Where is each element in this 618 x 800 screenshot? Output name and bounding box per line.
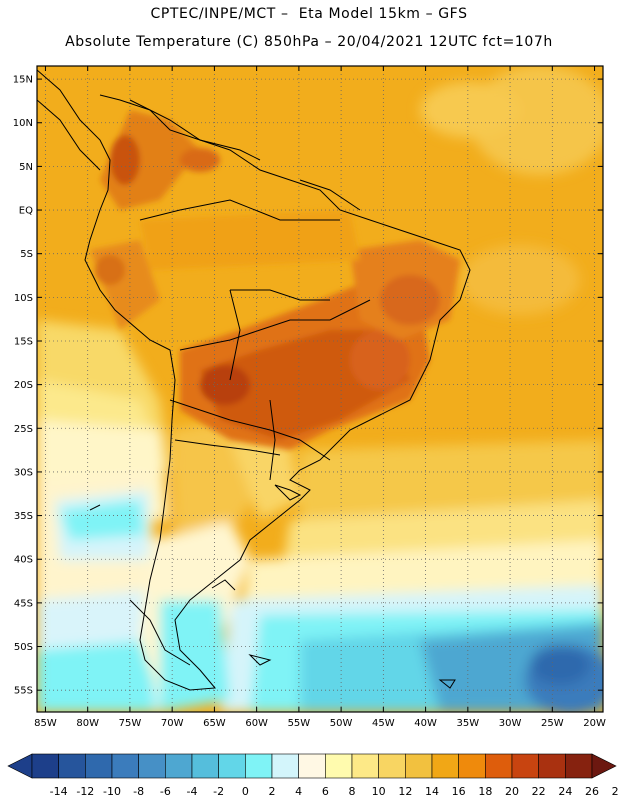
- lon-label: 60W: [245, 718, 268, 729]
- lat-label: 45S: [14, 598, 33, 609]
- colorbar-swatch: [138, 753, 166, 779]
- colorbar-label: -8: [133, 785, 144, 798]
- lon-label: 55W: [288, 718, 311, 729]
- lat-label: 20S: [14, 380, 33, 391]
- lat-label: 30S: [14, 467, 33, 478]
- lat-label: 15N: [13, 75, 33, 86]
- lon-label: 70W: [161, 718, 184, 729]
- lat-label: 40S: [14, 555, 33, 566]
- map-frame: [36, 65, 604, 713]
- colorbar-label: 28: [612, 785, 618, 798]
- colorbar-swatch: [271, 753, 299, 779]
- lat-label: 25S: [14, 424, 33, 435]
- lon-label: 45W: [372, 718, 395, 729]
- colorbar-label: 0: [242, 785, 249, 798]
- colorbar-swatch: [431, 753, 459, 779]
- colorbar-swatch: [165, 753, 193, 779]
- colorbar-label: 16: [452, 785, 466, 798]
- lat-label: 5S: [20, 249, 33, 260]
- colorbar-label: 6: [322, 785, 329, 798]
- lon-label: 50W: [330, 718, 353, 729]
- colorbar-label: -2: [213, 785, 224, 798]
- colorbar-label: 26: [585, 785, 599, 798]
- title-line-2: Absolute Temperature (C) 850hPa – 20/04/…: [65, 34, 553, 50]
- longitude-axis: 85W 80W 75W 70W 65W 60W 55W 50W 45W 40W 35W 30W 25W 2…: [34, 66, 606, 729]
- colorbar-swatch: [405, 753, 433, 779]
- colorbar-label: 20: [505, 785, 519, 798]
- title-line-1: CPTEC/INPE/MCT – Eta Model 15km – GFS: [150, 6, 468, 22]
- lat-label: EQ: [19, 206, 33, 217]
- colorbar-label: -10: [103, 785, 121, 798]
- lon-label: 25W: [541, 718, 564, 729]
- colorbar-label: 10: [372, 785, 386, 798]
- colorbar-swatch: [31, 753, 59, 779]
- lon-label: 85W: [34, 718, 57, 729]
- colorbar-swatch: [325, 753, 353, 779]
- colorbar-swatch: [85, 753, 113, 779]
- colorbar-swatch: [378, 753, 406, 779]
- lat-label: 10N: [13, 118, 33, 129]
- colorbar-label: 14: [425, 785, 439, 798]
- temperature-field: [37, 66, 603, 712]
- colorbar-underflow: [7, 753, 33, 779]
- colorbar-swatch: [485, 753, 513, 779]
- colorbar-swatch: [538, 753, 566, 779]
- colorbar-swatch: [511, 753, 539, 779]
- colorbar-swatch: [111, 753, 139, 779]
- colorbar-swatch: [351, 753, 379, 779]
- colorbar-label: 4: [295, 785, 302, 798]
- lat-label: 55S: [14, 686, 33, 697]
- lon-label: 65W: [203, 718, 226, 729]
- colorbar-label: -4: [187, 785, 198, 798]
- colorbar-label: 18: [478, 785, 492, 798]
- lon-label: 20W: [583, 718, 606, 729]
- colorbar-swatch: [458, 753, 486, 779]
- coastlines: [37, 69, 471, 691]
- lat-label: 15S: [14, 336, 33, 347]
- colorbar-label: 2: [269, 785, 276, 798]
- colorbar-swatch: [565, 753, 593, 779]
- lat-label: 50S: [14, 642, 33, 653]
- lat-label: 5N: [19, 162, 33, 173]
- colorbar-label: -14: [50, 785, 68, 798]
- lon-label: 75W: [119, 718, 142, 729]
- colorbar-swatch: [298, 753, 326, 779]
- latitude-axis: 15N 10N 5N EQ 5S 10S 15S 20S 25S 30S 35S 40S 45S 50S 5…: [13, 75, 603, 697]
- lon-label: 30W: [499, 718, 522, 729]
- colorbar: -14 -12 -10 -8 -6 -4 -2 0 2 4 6 8 10 12 14 16 18 20 22 24 26…: [7, 753, 618, 798]
- colorbar-swatch: [245, 753, 273, 779]
- colorbar-swatch: [58, 753, 86, 779]
- lon-label: 80W: [76, 718, 99, 729]
- lat-label: 35S: [14, 511, 33, 522]
- lon-label: 40W: [414, 718, 437, 729]
- colorbar-label: -6: [160, 785, 171, 798]
- colorbar-swatch: [218, 753, 246, 779]
- colorbar-label: -12: [76, 785, 94, 798]
- colorbar-label: 22: [532, 785, 546, 798]
- colorbar-label: 8: [349, 785, 356, 798]
- colorbar-label: 24: [558, 785, 572, 798]
- lat-label: 10S: [14, 293, 33, 304]
- lon-label: 35W: [457, 718, 480, 729]
- colorbar-swatch: [191, 753, 219, 779]
- colorbar-overflow: [591, 753, 617, 779]
- colorbar-label: 12: [398, 785, 412, 798]
